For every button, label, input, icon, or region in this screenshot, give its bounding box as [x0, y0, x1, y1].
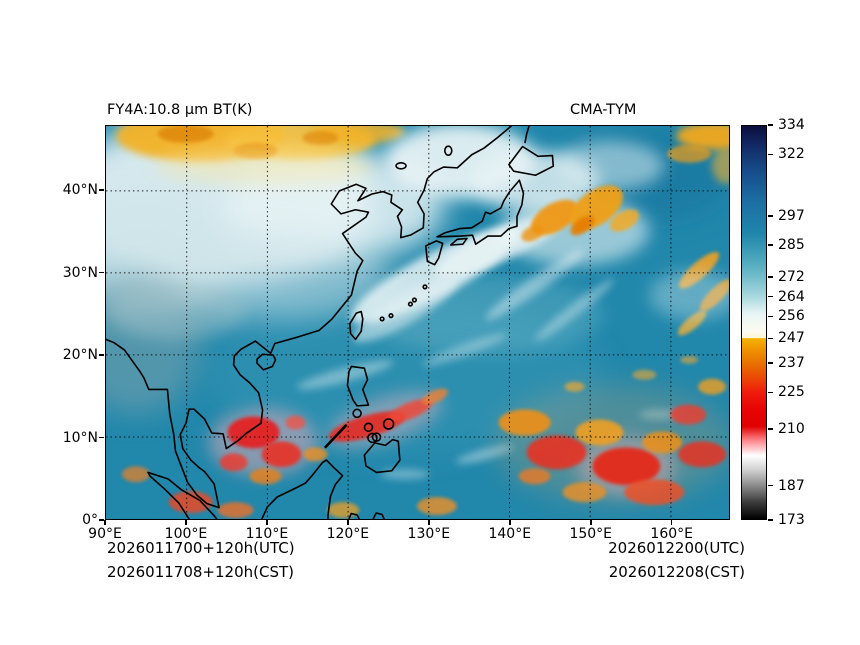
colorbar-tick-label-272: 272	[778, 269, 805, 286]
colorbar-tick-label-264: 264	[778, 288, 805, 305]
colorbar-tick-mark	[768, 428, 773, 430]
y-tick-mark	[99, 519, 104, 521]
colorbar-tick-mark	[768, 124, 773, 126]
y-tick-label-40: 40°N	[62, 182, 98, 199]
gridline-layer	[106, 126, 729, 519]
init-time-cst: 2026011708+120h(CST)	[107, 563, 295, 581]
colorbar-tick-label-256: 256	[778, 308, 805, 325]
colorbar-tick-label-322: 322	[778, 146, 805, 163]
cloud-field-layer	[106, 126, 729, 519]
colorbar-tick-mark	[768, 315, 773, 318]
mindoro-island	[352, 408, 362, 419]
colorbar-tick-mark	[768, 362, 773, 364]
x-tick-mark	[104, 520, 106, 525]
y-tick-label-0: 0°	[82, 512, 98, 528]
colorbar-tick-label-173: 173	[778, 512, 805, 528]
init-time-utc: 2026011700+120h(UTC)	[107, 539, 295, 557]
y-tick-mark	[99, 436, 104, 439]
x-tick-label-160: 160°E	[650, 526, 693, 542]
satellite-bt-image	[106, 126, 729, 519]
samar-island	[382, 418, 395, 430]
y-tick-mark	[99, 271, 104, 274]
x-tick-mark	[266, 520, 268, 525]
colorbar-tick-mark	[768, 244, 773, 246]
coastline-layer	[106, 126, 555, 519]
colorbar-tick-mark	[768, 519, 773, 521]
valid-time-utc: 2026012200(UTC)	[608, 539, 745, 557]
colorbar-tick-mark	[768, 391, 773, 394]
x-tick-label-150: 150°E	[569, 526, 613, 542]
x-tick-label-130: 130°E	[407, 526, 451, 542]
kyushu-coastline	[424, 240, 444, 266]
x-tick-label-140: 140°E	[488, 526, 532, 542]
colorbar-tick-mark	[768, 153, 773, 156]
colorbar-tick-label-334: 334	[778, 117, 805, 133]
colorbar-tick-mark	[768, 295, 773, 298]
x-tick-mark	[347, 520, 349, 525]
okinawa-island	[411, 297, 418, 303]
mindanao-coastline	[363, 438, 401, 474]
x-tick-label-90: 90°E	[88, 526, 122, 542]
ishigaki-island	[379, 316, 385, 322]
japan-east-orange-clouds	[521, 185, 639, 242]
map-plot-area	[105, 125, 730, 520]
colorbar-tick-mark	[768, 276, 773, 278]
borneo-coastline	[261, 459, 344, 519]
valid-time-block: 2026012200(UTC) 2026012208(CST)	[450, 536, 745, 584]
colorbar-tick-label-210: 210	[778, 421, 805, 438]
colorbar-tick-label-285: 285	[778, 237, 805, 254]
honshu-coastline	[436, 179, 525, 245]
x-tick-mark	[428, 520, 430, 525]
colorbar-tick-mark	[768, 484, 773, 487]
sulawesi-coastline	[348, 512, 385, 519]
colorbar-tick-mark	[768, 337, 773, 340]
luzon-coastline	[346, 365, 370, 407]
colorbar-tick-mark	[768, 215, 773, 217]
negros-island	[367, 432, 378, 444]
y-tick-label-20: 20°N	[62, 347, 98, 364]
x-tick-label-120: 120°E	[326, 526, 370, 542]
valid-time-cst: 2026012208(CST)	[608, 563, 745, 581]
manchuria-lake	[395, 162, 407, 170]
plot-title-left: FY4A:10.8 μm BT(K)	[107, 102, 253, 118]
sakhalin-coastline	[524, 126, 530, 144]
x-tick-mark	[670, 520, 673, 525]
x-tick-mark	[590, 520, 592, 525]
colorbar-tick-label-237: 237	[778, 354, 805, 371]
colorbar-tick-label-187: 187	[778, 477, 805, 494]
y-tick-mark	[99, 354, 104, 356]
sumatra-coastline	[147, 471, 218, 519]
plot-title-right: CMA-TYM	[570, 102, 637, 118]
ryukyu-island	[407, 301, 414, 307]
y-tick-mark	[99, 189, 104, 191]
colorbar-tick-label-225: 225	[778, 384, 805, 401]
y-tick-label-10: 10°N	[62, 429, 98, 446]
hainan-coastline	[256, 353, 277, 371]
x-tick-label-110: 110°E	[245, 526, 289, 542]
init-time-block: 2026011700+120h(UTC) 2026011708+120h(CST…	[107, 536, 295, 584]
colorbar-tick-label-247: 247	[778, 330, 805, 347]
amami-island	[422, 284, 428, 290]
x-tick-mark	[185, 520, 187, 525]
shikoku-coastline	[449, 237, 468, 246]
miyako-island	[388, 313, 394, 319]
hokkaido-coastline	[508, 145, 555, 177]
khanka-lake	[444, 145, 453, 156]
y-tick-label-30: 30°N	[62, 264, 98, 281]
x-tick-label-100: 100°E	[164, 526, 208, 542]
x-tick-mark	[509, 520, 511, 525]
colorbar-tick-label-297: 297	[778, 207, 805, 224]
taiwan-coastline	[349, 310, 364, 341]
palawan-coastline	[324, 424, 348, 449]
panay-island	[363, 422, 374, 433]
colorbar-gradient	[741, 125, 767, 520]
mainland-asia-coastline	[106, 126, 513, 509]
